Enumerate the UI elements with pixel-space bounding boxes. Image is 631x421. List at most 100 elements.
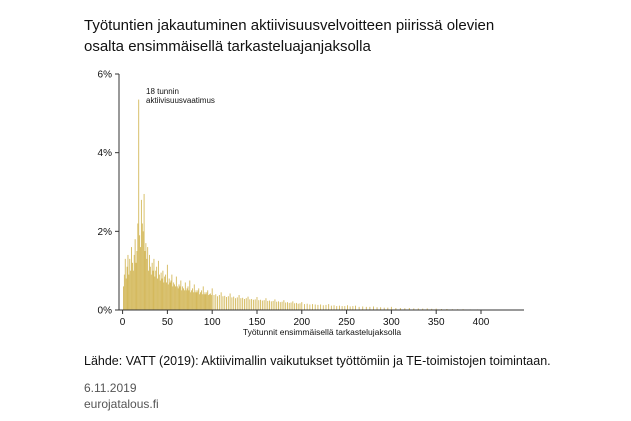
histogram-bar [153,258,155,310]
histogram-bar [320,304,322,310]
y-tick-label: 4% [98,148,113,159]
histogram-bar [408,308,410,310]
annotation: 18 tunnin aktiivisuusvaatimus [146,87,215,105]
histogram-bar [344,306,346,310]
histogram-bar [317,304,319,310]
histogram-bar [151,262,153,310]
histogram-bar [338,305,340,310]
histogram-bar [217,296,219,310]
histogram-bar [202,286,204,310]
histogram-bar [312,304,313,310]
histogram-bar [422,308,424,310]
histogram-bar [165,274,167,310]
x-tick-label: 100 [204,317,221,328]
histogram-bar [373,306,374,310]
histogram-bar [399,308,401,310]
histogram-bar [126,266,128,310]
histogram-bar [185,290,187,310]
histogram-bar [336,306,338,310]
histogram-bar [200,292,201,310]
histogram-bar [260,299,262,310]
histogram-bar [263,300,265,310]
histogram-bar [148,270,150,310]
histogram-bar [197,290,199,310]
histogram-bar [309,304,311,310]
histogram-bar [287,302,288,310]
x-tick-label: 350 [428,317,445,328]
histogram-bar [333,305,335,310]
histogram-bar [383,307,385,310]
histogram-bar [158,274,160,310]
histogram-bar [136,251,138,310]
histogram-bar [297,303,299,310]
histogram-bar [154,276,156,310]
histogram-bar [162,270,164,310]
histogram-bar [201,294,203,310]
histogram-bar [215,294,217,310]
histogram-bar [176,286,178,310]
histogram-bar [295,302,297,310]
histogram-bar [187,286,189,310]
histogram-bar [220,292,222,310]
histogram-bar [283,300,285,310]
histogram-bar [292,301,294,310]
histogram-bar [178,284,180,310]
histogram-bar [166,264,168,310]
histogram-bar [200,290,202,310]
histogram-chart: 18 tunnin aktiivisuusvaatimus 0% 2% 4% 6% 0… [98,70,524,337]
histogram-bar [163,282,165,310]
histogram-bar [365,306,367,310]
histogram-bar [155,270,157,310]
histogram-bar [252,299,254,310]
histogram-bar [431,308,433,310]
histogram-bar [141,223,143,310]
site-name: eurojatalous.fi [84,397,159,411]
source-note: Lähde: VATT (2019): Aktiivimallin vaikut… [84,354,551,368]
histogram-bar [413,308,415,310]
histogram-bar [245,298,247,310]
histogram-bar [170,280,172,310]
histogram-bar [290,302,292,310]
histogram-bar [404,308,406,310]
histogram-bar [211,288,213,310]
histogram-bar [267,300,269,310]
y-tick-label: 6% [98,70,113,81]
histogram-bar [157,278,158,310]
histogram-bar [265,298,267,310]
histogram-bar [130,270,132,310]
histogram-bar [167,284,169,310]
histogram-bar [218,295,220,310]
histogram-bar [142,231,144,310]
histogram-bar [210,295,212,310]
histogram-bar [135,262,137,310]
chart-title-line-2: osalta ensimmäisellä tarkasteluajanjakso… [84,38,371,55]
x-axis-label: Työtunnit ensimmäisellä tarkastelujaksol… [243,327,402,337]
histogram-bar [203,294,205,310]
y-tick-label: 2% [98,227,113,238]
histogram-bar [175,286,176,310]
histogram-bar [247,296,249,310]
histogram-bar [369,306,371,310]
histogram-bar [209,294,210,310]
histogram-bar [236,297,238,310]
histogram-bar [152,270,154,310]
y-tick-label: 0% [98,306,113,317]
histogram-bar [276,301,278,310]
histogram-bar [261,300,263,310]
histogram-bar [133,254,135,310]
histogram-bar [143,193,145,310]
histogram-bar [169,282,171,310]
histogram-bar [328,304,330,310]
histogram-bar [192,292,194,310]
histogram-bar [128,274,130,310]
histogram-bar [179,286,181,310]
histogram-bar [161,278,163,310]
histogram-bar [213,295,215,310]
histogram-bar [352,306,354,310]
histogram-bar [195,290,197,310]
x-tick-label: 50 [162,317,174,328]
histogram-bar [301,302,303,310]
histogram-bar [226,297,227,310]
histogram-bar [288,302,290,310]
x-tick-label: 0 [120,317,126,328]
